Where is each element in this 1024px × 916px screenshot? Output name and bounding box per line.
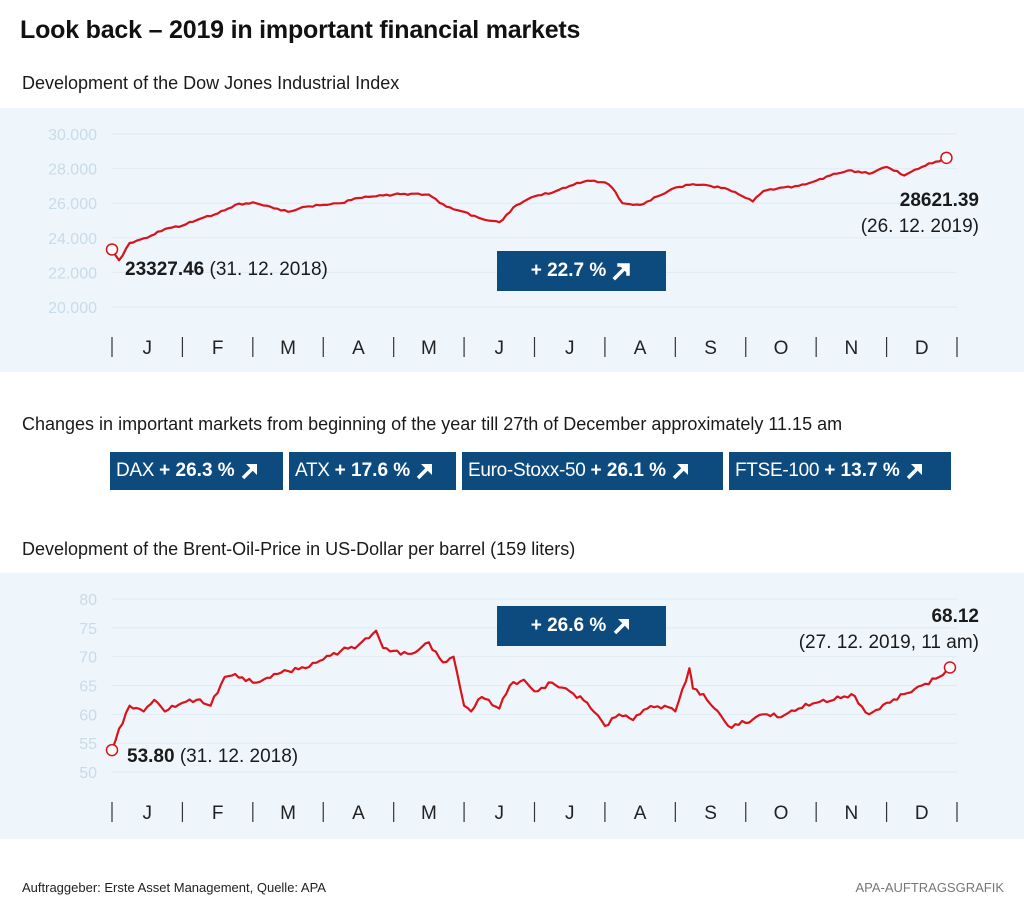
y-tick-label: 30.000 — [48, 127, 97, 144]
y-tick-label: 55 — [79, 736, 97, 753]
dow-start-annotation: 23327.46 (31. 12. 2018) — [125, 259, 328, 280]
x-tick-label: M — [421, 803, 437, 824]
market-name: FTSE-100 — [735, 460, 820, 481]
oil-start-annotation: 53.80 (31. 12. 2018) — [127, 746, 298, 767]
x-tick-label: S — [704, 338, 717, 359]
x-tick-label: J — [565, 338, 575, 359]
y-tick-label: 65 — [79, 679, 97, 696]
x-tick-label: J — [495, 803, 505, 824]
x-tick-label: S — [704, 803, 717, 824]
x-tick-label: J — [142, 803, 152, 824]
oil-change-badge: + 26.6 % — [497, 606, 666, 646]
page-title: Look back – 2019 in important financial … — [20, 16, 581, 44]
oil-series-line — [110, 629, 951, 751]
x-tick-label: J — [495, 338, 505, 359]
market-badge-dax: DAX + 26.3 % — [110, 452, 283, 490]
y-tick-label: 24.000 — [48, 231, 97, 248]
x-tick-label: A — [634, 338, 647, 359]
oil-change-value: + 26.6 % — [530, 615, 607, 636]
y-tick-label: 80 — [79, 592, 97, 609]
y-tick-label: 28.000 — [48, 162, 97, 179]
market-change: + 26.3 % — [159, 460, 235, 481]
x-tick-label: O — [774, 803, 789, 824]
dow-series-line — [111, 156, 947, 262]
markets-heading: Changes in important markets from beginn… — [22, 414, 843, 434]
oil-end-date: (27. 12. 2019, 11 am) — [799, 632, 979, 653]
market-change: + 13.7 % — [824, 460, 900, 481]
market-badge-atx: ATX + 17.6 % — [289, 452, 456, 490]
x-tick-label: N — [845, 803, 859, 824]
dow-start-value: 23327.46 — [125, 259, 204, 280]
x-tick-label: N — [845, 338, 859, 359]
dow-change-badge: + 22.7 % — [497, 251, 666, 291]
x-tick-label: A — [634, 803, 647, 824]
x-tick-label: M — [280, 338, 296, 359]
markets-badges: DAX + 26.3 % ATX + 17.6 % Euro-Stoxx-50 … — [110, 452, 951, 490]
dow-change-value: + 22.7 % — [530, 260, 607, 281]
arrow-up-right-icon — [614, 619, 630, 635]
x-tick-label: J — [565, 803, 575, 824]
arrow-up-right-icon — [416, 464, 433, 480]
y-tick-label: 20.000 — [48, 300, 97, 317]
market-badge-euro-stoxx-50: Euro-Stoxx-50 + 26.1 % — [462, 452, 723, 490]
y-tick-label: 26.000 — [48, 196, 97, 213]
oil-end-marker — [943, 661, 957, 674]
y-tick-label: 22.000 — [48, 265, 97, 282]
oil-end-value: 68.12 — [931, 606, 979, 627]
market-badge-ftse-100: FTSE-100 + 13.7 % — [729, 452, 951, 490]
oil-start-date: (31. 12. 2018) — [180, 746, 298, 767]
market-name: Euro-Stoxx-50 — [468, 460, 586, 481]
y-tick-label: 50 — [79, 765, 97, 782]
y-tick-label: 75 — [79, 621, 97, 638]
y-tick-label: 70 — [79, 650, 97, 667]
x-tick-label: J — [142, 338, 152, 359]
oil-start-value: 53.80 — [127, 746, 175, 767]
x-tick-label: D — [915, 338, 929, 359]
market-name: DAX — [116, 460, 155, 481]
credit-note: APA-AUFTRAGSGRAFIK — [855, 880, 1004, 895]
arrow-up-right-icon — [906, 464, 922, 480]
oil-subtitle: Development of the Brent-Oil-Price in US… — [22, 539, 576, 559]
oil-start-marker — [105, 743, 119, 757]
dow-end-value: 28621.39 — [900, 190, 979, 211]
dow-end-marker — [940, 151, 953, 165]
arrow-up-right-icon — [241, 464, 257, 480]
market-change: + 17.6 % — [334, 460, 411, 481]
dow-chart-panel — [0, 108, 1024, 372]
source-note: Auftraggeber: Erste Asset Management, Qu… — [22, 880, 326, 895]
x-tick-label: A — [352, 803, 365, 824]
x-tick-label: A — [352, 338, 365, 359]
x-tick-label: F — [212, 803, 224, 824]
x-tick-label: F — [212, 338, 224, 359]
dow-start-marker — [105, 243, 119, 256]
x-tick-label: O — [774, 338, 789, 359]
dow-end-date: (26. 12. 2019) — [861, 216, 979, 237]
dow-subtitle: Development of the Dow Jones Industrial … — [22, 73, 400, 93]
arrow-up-right-icon — [672, 464, 689, 480]
y-tick-label: 60 — [79, 707, 97, 724]
market-change: + 26.1 % — [590, 460, 667, 481]
market-name: ATX — [295, 460, 330, 481]
arrow-up-right-icon — [612, 263, 631, 281]
dow-start-date: (31. 12. 2018) — [210, 259, 328, 280]
x-tick-label: D — [915, 803, 929, 824]
x-tick-label: M — [280, 803, 296, 824]
x-tick-label: M — [421, 338, 437, 359]
